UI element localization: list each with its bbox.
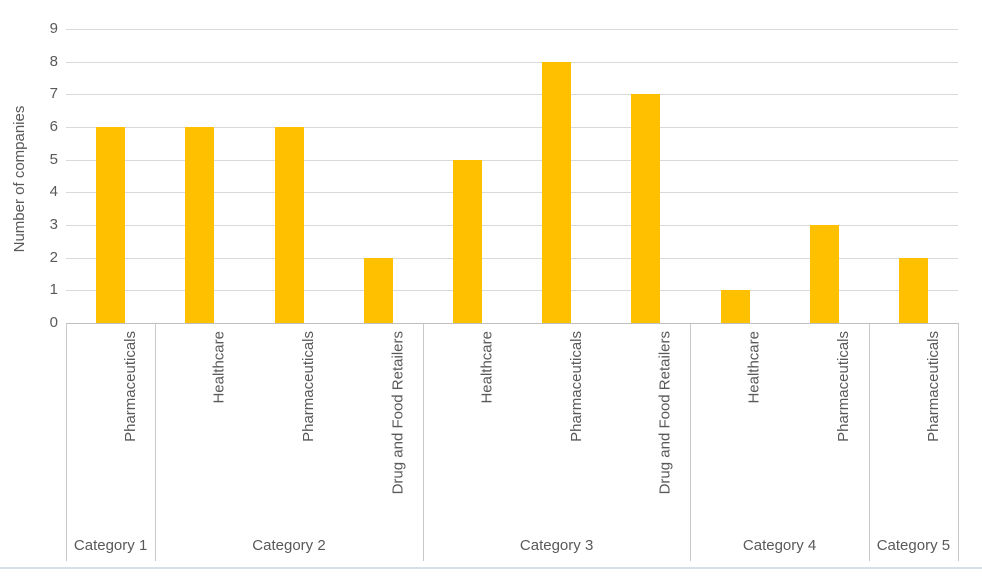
bottom-border (0, 567, 982, 569)
category-label: Category 4 (742, 537, 817, 554)
y-tick-label: 7 (49, 85, 58, 103)
bar (452, 159, 482, 323)
bar-label: Healthcare (210, 331, 228, 404)
y-tick-label: 2 (49, 248, 58, 266)
gridline (66, 192, 958, 194)
bar-label: Pharmaceuticals (567, 331, 585, 442)
category-label: Category 1 (73, 537, 148, 554)
category-label: Category 5 (876, 537, 951, 554)
bar-label: Pharmaceuticals (300, 331, 317, 442)
y-tick-label: 0 (49, 314, 58, 331)
category-separator (958, 323, 959, 561)
gridline (66, 225, 958, 226)
y-tick-label: 9 (49, 20, 58, 37)
category-label: Category 3 (519, 537, 594, 554)
bar (720, 290, 750, 323)
category-separator (422, 323, 424, 561)
category-separator (690, 323, 692, 561)
bar (274, 127, 304, 323)
bar-label: Pharmaceuticals (924, 331, 942, 442)
category-separator (868, 323, 870, 561)
bar-label: Healthcare (478, 331, 496, 404)
category-label: Category 2 (252, 537, 326, 554)
y-tick-label: 8 (49, 52, 58, 70)
category-separator (155, 323, 157, 561)
gridline (66, 290, 958, 292)
y-tick-label: 3 (49, 216, 58, 233)
bar-label: Healthcare (746, 331, 763, 404)
bar-label: Pharmaceuticals (835, 331, 853, 442)
bar-label: Pharmaceuticals (121, 331, 139, 442)
bar (898, 257, 928, 323)
gridline (66, 257, 958, 259)
bar (631, 94, 661, 323)
bar (96, 127, 126, 323)
gridline (66, 127, 958, 128)
x-axis-line (66, 323, 958, 324)
gridline (66, 61, 958, 63)
bar (363, 257, 393, 323)
category-separator (66, 323, 67, 561)
y-tick-label: 6 (49, 118, 58, 135)
bar-label: Drug and Food Retailers (389, 331, 407, 495)
gridline (66, 159, 958, 161)
gridline (66, 94, 958, 96)
y-tick-label: 5 (49, 150, 58, 168)
y-tick-label: 4 (49, 183, 58, 201)
gridline (66, 29, 958, 30)
bar (185, 127, 215, 323)
y-tick-label: 1 (49, 281, 58, 299)
bar-label: Drug and Food Retailers (656, 331, 674, 495)
bar (542, 61, 572, 323)
bar (809, 225, 839, 323)
